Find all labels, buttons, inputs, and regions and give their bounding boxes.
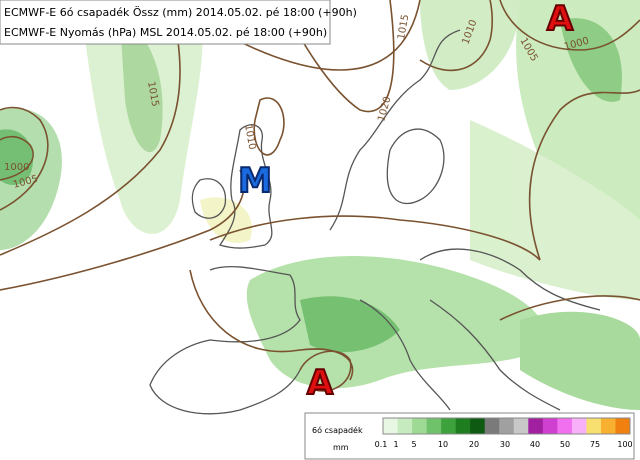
color-swatch <box>397 418 413 434</box>
legend-tick-label: 0.1 <box>375 440 388 449</box>
color-swatch <box>600 418 616 434</box>
legend-tick-label: 5 <box>411 440 416 449</box>
header-line: ECMWF-E Nyomás (hPa) MSL 2014.05.02. pé … <box>4 26 327 39</box>
color-swatch <box>470 418 486 434</box>
color-swatch <box>499 418 515 434</box>
legend-tick-label: 30 <box>500 440 510 449</box>
isobars <box>0 0 640 392</box>
color-swatch <box>383 418 398 434</box>
color-swatch <box>615 418 631 434</box>
legend: 6ó csapadék mm 0.1 1 5 10 20 30 40 50 75 100 <box>304 412 635 460</box>
isobar-label: 1010 <box>242 124 257 151</box>
legend-unit: mm <box>333 443 349 452</box>
color-swatch <box>513 418 529 434</box>
color-swatch <box>528 418 544 434</box>
precipitation <box>0 0 640 410</box>
color-swatch <box>455 418 471 434</box>
color-swatch <box>412 418 427 434</box>
color-swatch <box>441 418 456 434</box>
legend-tick-label: 20 <box>469 440 479 449</box>
color-swatch <box>426 418 442 434</box>
header-line: ECMWF-E 6ó csapadék Össz (mm) 2014.05.02… <box>4 6 357 19</box>
legend-tick-label: 40 <box>530 440 540 449</box>
color-swatch <box>557 418 573 434</box>
low-center: M <box>238 161 272 201</box>
legend-title: 6ó csapadék <box>312 425 363 435</box>
coastlines <box>149 29 601 415</box>
legend-tick-label: 1 <box>393 440 398 449</box>
colorbar-frame <box>382 417 631 435</box>
high-center: A <box>547 0 574 39</box>
high-center: A <box>307 363 334 403</box>
color-swatch <box>586 418 602 434</box>
legend-tick-label: 75 <box>590 440 600 449</box>
color-swatch <box>571 418 587 434</box>
header-box <box>0 0 331 45</box>
legend-tick-label: 10 <box>438 440 448 449</box>
legend-tick-label: 50 <box>560 440 570 449</box>
isobar-label: 1000 <box>4 162 29 173</box>
color-swatch <box>484 418 500 434</box>
color-swatch <box>542 418 558 434</box>
isobar-label: 1015 <box>396 14 411 41</box>
isobar-label: 1015 <box>145 81 160 108</box>
legend-tick-label: 100 <box>617 440 632 449</box>
